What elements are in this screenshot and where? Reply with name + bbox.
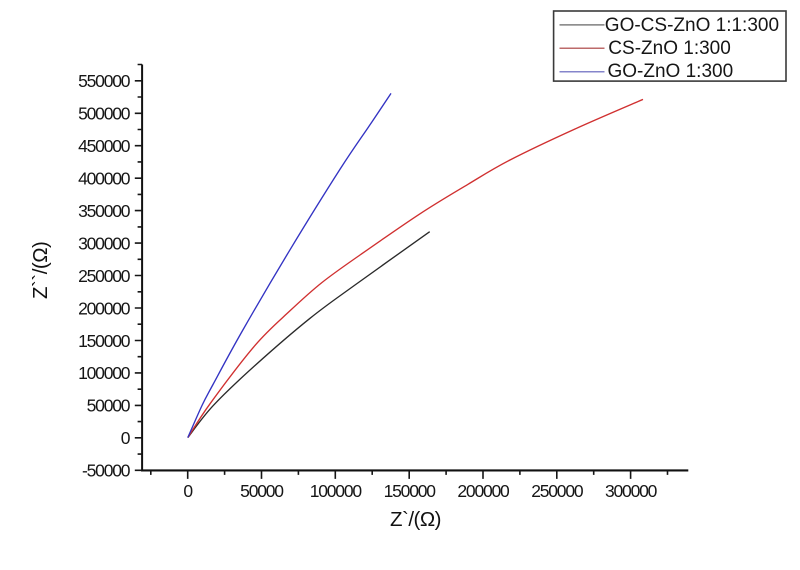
svg-text:200000: 200000 xyxy=(78,298,131,318)
svg-text:250000: 250000 xyxy=(78,266,131,286)
svg-text:100000: 100000 xyxy=(78,363,131,383)
svg-text:400000: 400000 xyxy=(78,169,131,189)
svg-text:-50000: -50000 xyxy=(82,461,131,481)
svg-text:350000: 350000 xyxy=(78,201,131,221)
svg-text:50000: 50000 xyxy=(240,481,284,501)
svg-text:50000: 50000 xyxy=(87,396,131,416)
svg-text:200000: 200000 xyxy=(457,481,510,501)
svg-text:250000: 250000 xyxy=(531,481,584,501)
svg-text:Z``/(Ω): Z``/(Ω) xyxy=(29,242,52,299)
svg-text:500000: 500000 xyxy=(78,104,131,124)
svg-text:300000: 300000 xyxy=(78,233,131,253)
svg-text:150000: 150000 xyxy=(384,481,437,501)
svg-text:150000: 150000 xyxy=(78,331,131,351)
svg-text:0: 0 xyxy=(121,428,131,448)
svg-text:100000: 100000 xyxy=(310,481,363,501)
svg-text:GO-ZnO 1:300: GO-ZnO 1:300 xyxy=(608,61,734,82)
svg-text:0: 0 xyxy=(183,481,193,501)
svg-text:CS-ZnO 1:300: CS-ZnO 1:300 xyxy=(608,38,731,59)
svg-text:450000: 450000 xyxy=(78,136,131,156)
svg-text:550000: 550000 xyxy=(78,71,131,91)
svg-text:Z`/(Ω): Z`/(Ω) xyxy=(390,508,441,531)
svg-text:300000: 300000 xyxy=(605,481,658,501)
svg-text:GO-CS-ZnO 1:1:300: GO-CS-ZnO 1:1:300 xyxy=(605,15,779,36)
